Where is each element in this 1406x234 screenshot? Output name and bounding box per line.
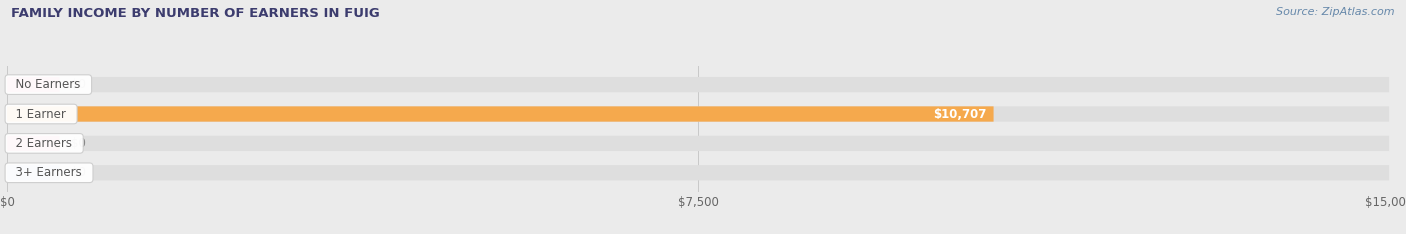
FancyBboxPatch shape [7, 106, 994, 122]
FancyBboxPatch shape [7, 136, 59, 151]
FancyBboxPatch shape [7, 106, 1389, 122]
Text: Source: ZipAtlas.com: Source: ZipAtlas.com [1277, 7, 1395, 17]
FancyBboxPatch shape [7, 136, 1389, 151]
Text: $0: $0 [70, 166, 86, 179]
Text: $0: $0 [70, 137, 86, 150]
Text: $0: $0 [70, 78, 86, 91]
Text: 2 Earners: 2 Earners [8, 137, 80, 150]
Text: $10,707: $10,707 [934, 107, 987, 121]
Text: FAMILY INCOME BY NUMBER OF EARNERS IN FUIG: FAMILY INCOME BY NUMBER OF EARNERS IN FU… [11, 7, 380, 20]
Text: 1 Earner: 1 Earner [8, 107, 73, 121]
FancyBboxPatch shape [7, 165, 1389, 180]
FancyBboxPatch shape [7, 77, 1389, 92]
FancyBboxPatch shape [7, 165, 59, 180]
FancyBboxPatch shape [7, 77, 59, 92]
Text: 3+ Earners: 3+ Earners [8, 166, 90, 179]
Text: No Earners: No Earners [8, 78, 89, 91]
